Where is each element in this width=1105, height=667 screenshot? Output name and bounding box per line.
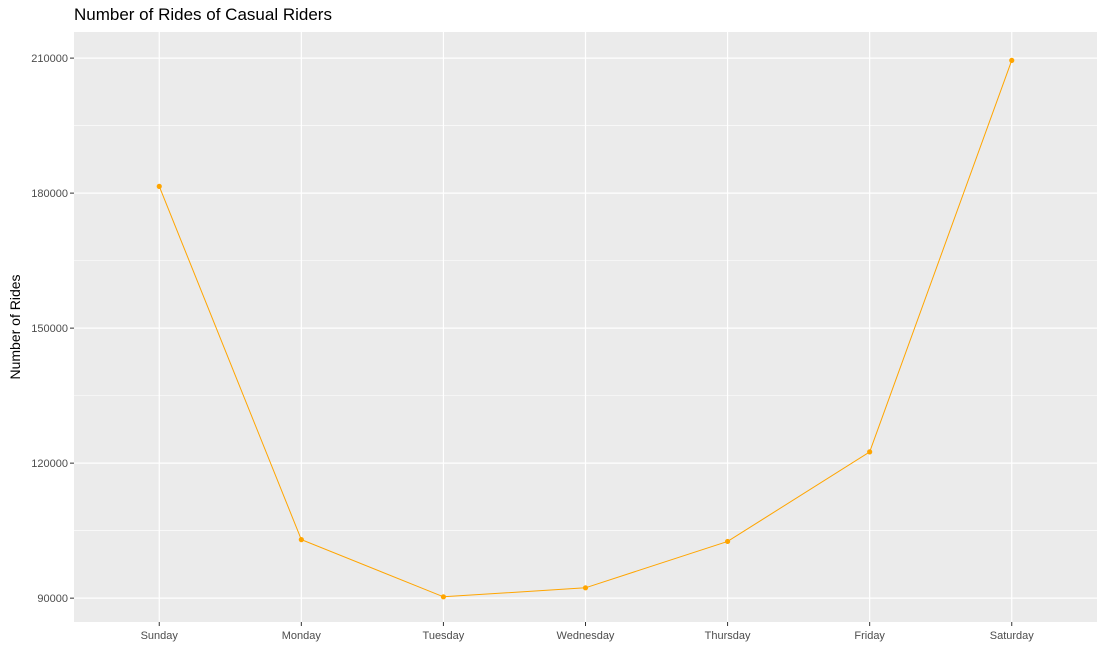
data-point-saturday	[1009, 57, 1015, 63]
data-point-monday	[298, 537, 304, 543]
x-tick-label: Sunday	[141, 630, 179, 642]
x-tick-label: Wednesday	[557, 630, 615, 642]
data-point-wednesday	[582, 585, 589, 591]
y-tick-label: 180000	[31, 188, 68, 200]
x-tick-label: Tuesday	[423, 630, 465, 642]
y-tick-label: 210000	[31, 53, 68, 65]
x-tick-label: Friday	[854, 630, 885, 642]
data-point-tuesday	[440, 594, 447, 600]
data-point-thursday	[724, 538, 731, 545]
x-tick-label: Thursday	[705, 630, 751, 642]
chart-title: Number of Rides of Casual Riders	[74, 5, 332, 24]
major-gridlines	[74, 32, 1097, 622]
axis-layer: 90000 120000 150000 180000 210000 Sunday Monda…	[31, 53, 1034, 642]
data-point-friday	[867, 449, 873, 455]
x-tick-label: Monday	[282, 630, 322, 642]
series-layer	[156, 57, 1015, 600]
data-point-sunday	[156, 183, 162, 189]
y-tick-label: 90000	[37, 593, 68, 605]
x-tick-label: Saturday	[990, 630, 1035, 642]
y-tick-label: 120000	[31, 458, 68, 470]
y-tick-label: 150000	[31, 323, 68, 335]
